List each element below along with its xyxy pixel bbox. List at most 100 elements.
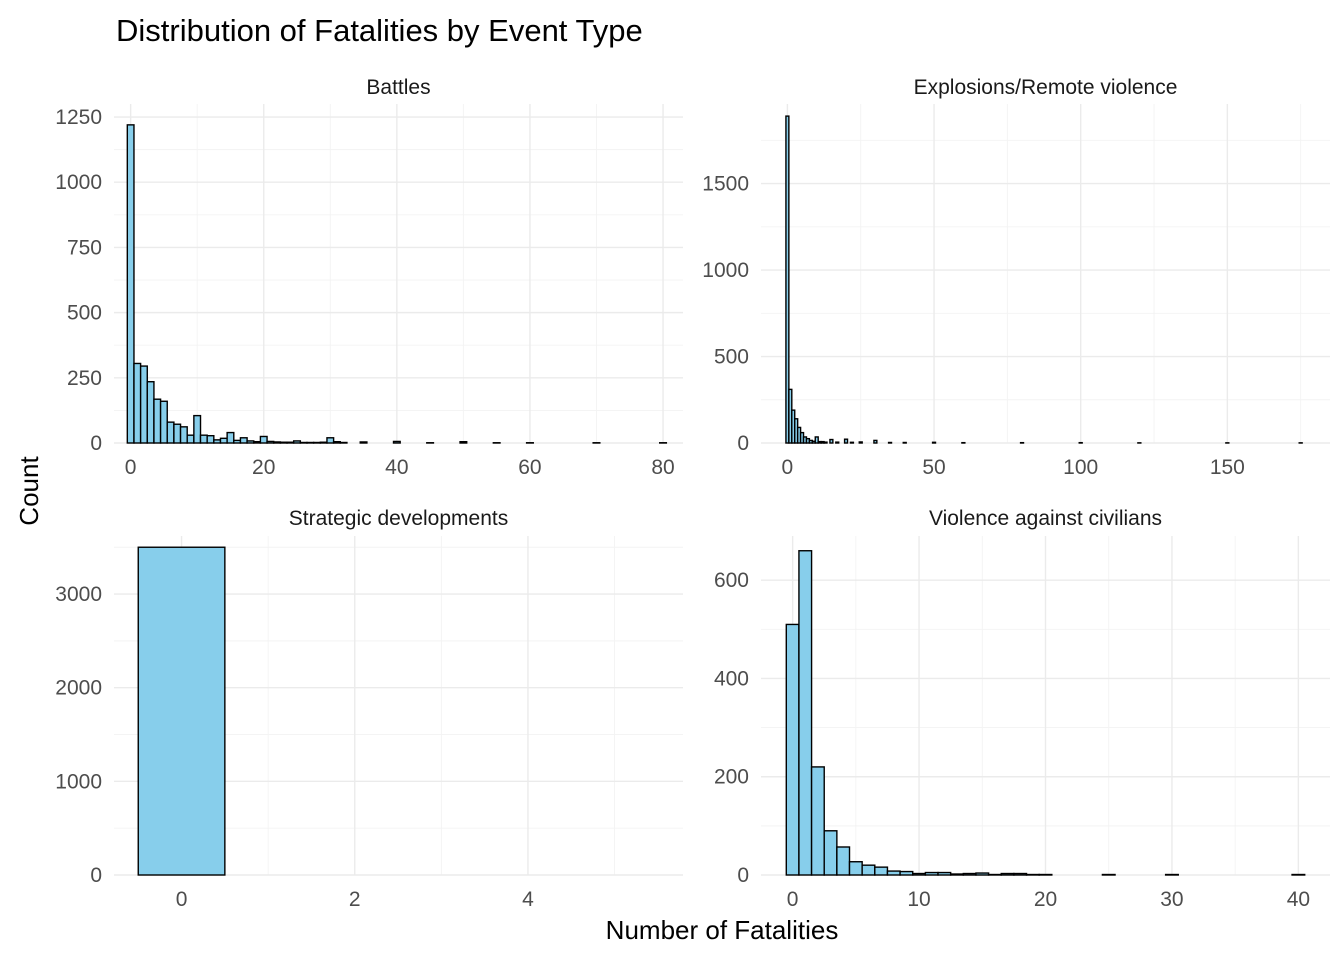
x-tick-label: 30 bbox=[1160, 888, 1183, 911]
panel-violence-against-civilians: Violence against civilians 0 200 400 600 0 10 2… bbox=[714, 507, 1330, 911]
x-tick-label: 150 bbox=[1210, 456, 1245, 479]
x-tick-label: 40 bbox=[385, 456, 408, 479]
histogram-bar bbox=[273, 441, 282, 444]
histogram-bar bbox=[949, 873, 965, 876]
histogram-bar bbox=[814, 436, 819, 444]
histogram-bar bbox=[1000, 872, 1015, 876]
panel-strategic-developments: Strategic developments 0 1000 2000 3000 0 2 4 bbox=[55, 507, 683, 911]
histogram-bar bbox=[459, 440, 468, 444]
panel-title: Battles bbox=[366, 76, 430, 99]
histogram-bar bbox=[835, 441, 840, 444]
histogram-bar bbox=[246, 440, 255, 444]
x-tick-label: 0 bbox=[787, 888, 799, 911]
histogram-bar bbox=[823, 441, 828, 444]
x-tick-label: 20 bbox=[1034, 888, 1057, 911]
x-tick-label: 4 bbox=[522, 888, 534, 911]
histogram-bar bbox=[899, 870, 914, 876]
histogram-bar bbox=[887, 441, 893, 444]
y-tick-label: 250 bbox=[67, 367, 102, 390]
x-tick-label: 0 bbox=[782, 456, 794, 479]
histogram-bar bbox=[153, 398, 162, 444]
panel-title: Violence against civilians bbox=[929, 507, 1162, 530]
histogram-bar bbox=[874, 866, 889, 876]
histogram-bar bbox=[166, 421, 175, 444]
histogram-bar bbox=[219, 437, 228, 444]
histogram-bar bbox=[843, 438, 849, 444]
histogram-bar bbox=[206, 434, 215, 444]
y-tick-label: 0 bbox=[737, 432, 749, 455]
histogram-bar bbox=[279, 441, 288, 444]
histogram-bar bbox=[213, 439, 222, 444]
histogram-bar bbox=[286, 441, 295, 444]
y-axis-label: Count bbox=[14, 456, 44, 526]
y-tick-label: 600 bbox=[714, 569, 749, 592]
histogram-bar bbox=[937, 871, 952, 876]
histogram-bar bbox=[186, 434, 195, 444]
chart-title: Distribution of Fatalities by Event Type bbox=[116, 13, 643, 48]
histogram-bar bbox=[924, 871, 939, 876]
histogram-bar bbox=[931, 441, 937, 444]
y-tick-label: 1000 bbox=[55, 171, 102, 194]
histogram-bar bbox=[810, 766, 825, 876]
x-tick-label: 20 bbox=[252, 456, 275, 479]
histogram-bar bbox=[858, 441, 863, 444]
histogram-bar bbox=[159, 400, 168, 444]
histogram-bar bbox=[392, 440, 401, 444]
panel-title: Explosions/Remote violence bbox=[914, 76, 1178, 99]
x-tick-label: 0 bbox=[125, 456, 137, 479]
y-tick-label: 3000 bbox=[55, 583, 102, 606]
histogram-bar bbox=[785, 623, 800, 876]
y-tick-label: 0 bbox=[90, 432, 102, 455]
y-tick-label: 2000 bbox=[55, 677, 102, 700]
y-tick-label: 500 bbox=[67, 302, 102, 325]
histogram-bar bbox=[962, 872, 977, 876]
histogram-bar bbox=[319, 441, 328, 444]
x-tick-label: 2 bbox=[349, 888, 361, 911]
y-tick-label: 1500 bbox=[702, 173, 749, 196]
histogram-bar bbox=[239, 437, 248, 444]
histogram-bar bbox=[193, 414, 202, 444]
histogram-bar bbox=[873, 439, 878, 444]
histogram-bar bbox=[292, 440, 302, 444]
histogram-bar bbox=[266, 440, 275, 444]
histogram-bar bbox=[253, 440, 262, 444]
histogram-bar bbox=[785, 115, 790, 444]
y-tick-label: 1250 bbox=[55, 106, 102, 129]
histogram-bar bbox=[861, 864, 876, 876]
y-tick-label: 0 bbox=[90, 864, 102, 887]
histogram-bar bbox=[332, 440, 341, 444]
histogram-bar bbox=[326, 437, 335, 444]
histogram-bar bbox=[233, 439, 242, 444]
histogram-bar bbox=[848, 861, 863, 876]
histogram-bar bbox=[798, 550, 813, 876]
y-tick-label: 500 bbox=[714, 346, 749, 369]
panel-title: Strategic developments bbox=[289, 507, 508, 530]
histogram-bar bbox=[836, 846, 851, 876]
x-tick-label: 0 bbox=[176, 888, 188, 911]
panel-battles: Battles 0 250 500 750 1000 1250 0 20 40 60 80 bbox=[55, 76, 683, 479]
y-tick-label: 1000 bbox=[702, 259, 749, 282]
x-tick-label: 80 bbox=[651, 456, 674, 479]
histogram-bar bbox=[312, 441, 322, 444]
x-tick-label: 10 bbox=[907, 888, 930, 911]
panel-explosions-remote-violence: Explosions/Remote violence 0 500 1000 1500 0 5… bbox=[702, 76, 1330, 479]
x-tick-label: 50 bbox=[922, 456, 945, 479]
x-axis-label: Number of Fatalities bbox=[606, 915, 839, 945]
x-tick-label: 40 bbox=[1287, 888, 1310, 911]
y-tick-label: 750 bbox=[67, 236, 102, 259]
x-tick-label: 60 bbox=[518, 456, 541, 479]
y-tick-label: 200 bbox=[714, 766, 749, 789]
histogram-bar bbox=[146, 381, 155, 444]
histogram-bar bbox=[823, 830, 838, 876]
histogram-bar bbox=[306, 441, 315, 444]
histogram-bar bbox=[829, 438, 834, 444]
histogram-bar bbox=[173, 423, 182, 444]
y-tick-label: 1000 bbox=[55, 770, 102, 793]
histogram-bar bbox=[126, 124, 135, 444]
histogram-bar bbox=[133, 362, 142, 444]
histogram-bar bbox=[339, 441, 348, 444]
histogram-bar bbox=[1013, 872, 1028, 876]
histogram-bar bbox=[199, 434, 208, 444]
y-tick-label: 400 bbox=[714, 667, 749, 690]
